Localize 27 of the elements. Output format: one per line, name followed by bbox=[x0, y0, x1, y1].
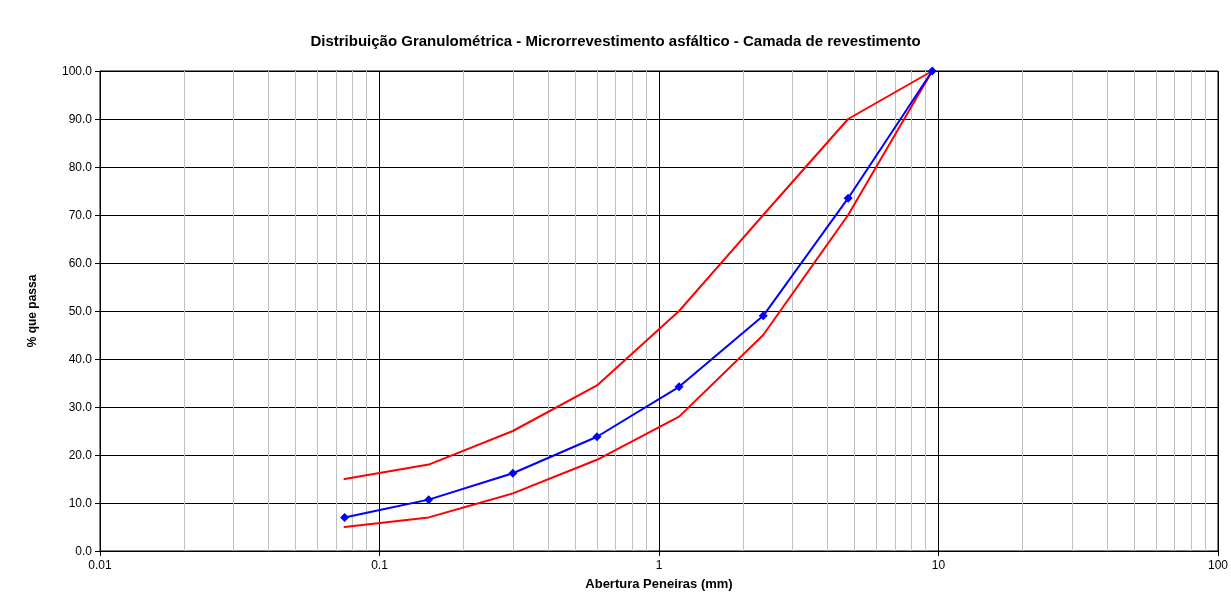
chart-title: Distribuição Granulométrica - Microrrevestimento asfáltico - Camada de revestimento bbox=[310, 32, 921, 49]
point bbox=[424, 495, 434, 505]
x-tick-label: 0.1 bbox=[371, 558, 389, 572]
y-tick-label: 70.0 bbox=[68, 208, 93, 222]
y-tick-label: 60.0 bbox=[68, 256, 93, 270]
point bbox=[927, 66, 937, 76]
y-tick-label: 100.0 bbox=[61, 64, 93, 78]
point bbox=[340, 512, 350, 522]
y-axis-title: % que passa bbox=[25, 274, 39, 348]
y-tick-label: 30.0 bbox=[68, 400, 93, 414]
point bbox=[674, 382, 684, 392]
x-tick-label: 100 bbox=[1207, 558, 1229, 572]
point bbox=[843, 193, 853, 203]
y-tick-label: 20.0 bbox=[68, 448, 93, 462]
point bbox=[592, 432, 602, 442]
y-tick-label: 0.0 bbox=[75, 544, 93, 558]
y-tick-label: 50.0 bbox=[68, 304, 93, 318]
point bbox=[758, 311, 768, 321]
y-tick-label: 90.0 bbox=[68, 112, 93, 126]
x-tick-label: 1 bbox=[655, 558, 663, 572]
y-tick-label: 40.0 bbox=[68, 352, 93, 366]
x-tick-label: 0.01 bbox=[88, 558, 112, 572]
x-axis-title: Abertura Peneiras (mm) bbox=[585, 576, 733, 591]
y-tick-label: 80.0 bbox=[68, 160, 93, 174]
point bbox=[508, 468, 518, 478]
x-tick-label: 10 bbox=[931, 558, 946, 572]
y-tick-label: 10.0 bbox=[68, 496, 93, 510]
